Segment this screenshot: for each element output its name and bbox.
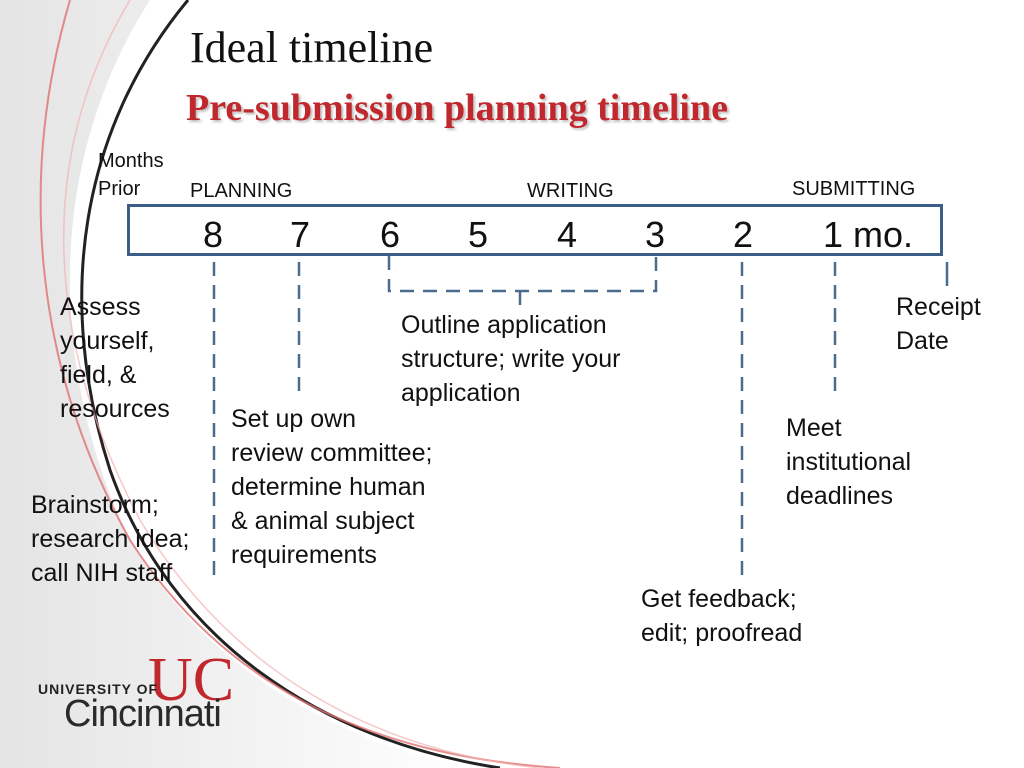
month-1: 1 mo. [823, 214, 914, 255]
month-8: 8 [203, 214, 224, 255]
month-5: 5 [468, 214, 489, 255]
month-6: 6 [380, 214, 401, 255]
note-receipt-date: Receipt Date [896, 293, 981, 355]
note-outline-application: Outline application structure; write you… [401, 311, 621, 407]
slide-title: Ideal timeline [190, 23, 434, 72]
month-4: 4 [557, 214, 578, 255]
month-2: 2 [733, 214, 754, 255]
svg-text:UC: UC [148, 646, 234, 714]
note-review-committee: Set up own review committee; determine h… [231, 405, 433, 569]
note-brainstorm: Brainstorm; research idea; call NIH staf… [31, 491, 190, 587]
month-7: 7 [290, 214, 311, 255]
months-prior-label: Months Prior [98, 150, 164, 200]
phase-planning: PLANNING [190, 180, 293, 202]
note-feedback: Get feedback; edit; proofread [641, 585, 803, 647]
month-3: 3 [645, 214, 666, 255]
note-institutional-deadlines: Meet institutional deadlines [786, 414, 912, 510]
phase-writing: WRITING [527, 180, 614, 202]
timeline-bar [127, 204, 943, 256]
logo-cincinnati: Cincinnati [64, 693, 222, 735]
note-assess: Assess yourself, field, & resources [60, 293, 170, 423]
slide-subtitle: Pre-submission planning timeline [186, 87, 728, 129]
phase-submitting: SUBMITTING [792, 178, 916, 200]
writing-bracket [387, 256, 658, 293]
logo-university-of: UNIVERSITY OF [38, 681, 159, 697]
